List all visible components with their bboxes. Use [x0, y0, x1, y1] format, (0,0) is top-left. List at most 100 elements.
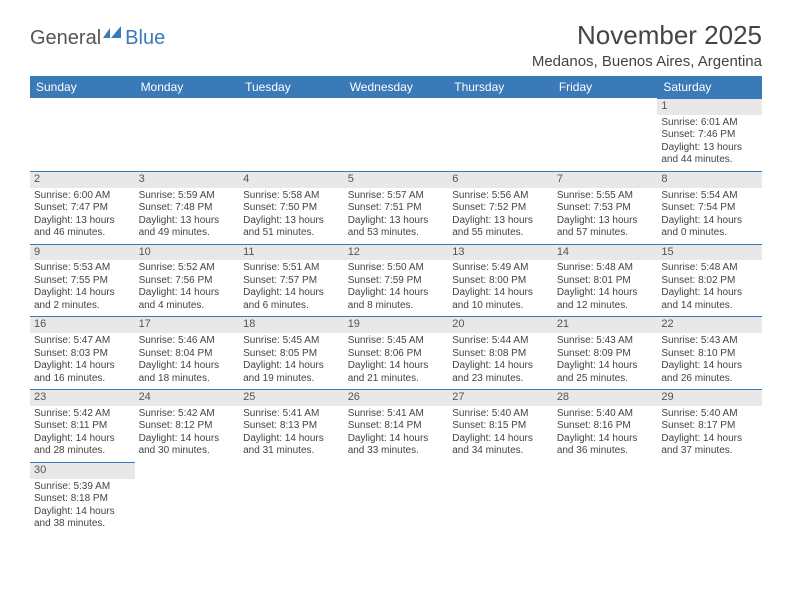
calendar-cell: 2Sunrise: 6:00 AMSunset: 7:47 PMDaylight…	[30, 171, 135, 244]
day-number: 25	[239, 389, 344, 406]
sunset-text: Sunset: 8:04 PM	[139, 348, 236, 361]
calendar-cell	[344, 98, 449, 171]
daylight-text: Daylight: 14 hours	[452, 287, 549, 300]
day-number: 28	[553, 389, 658, 406]
month-title: November 2025	[532, 20, 762, 51]
sunset-text: Sunset: 7:52 PM	[452, 202, 549, 215]
sunset-text: Sunset: 8:14 PM	[348, 420, 445, 433]
calendar-cell: 11Sunrise: 5:51 AMSunset: 7:57 PMDayligh…	[239, 244, 344, 317]
sunset-text: Sunset: 8:09 PM	[557, 348, 654, 361]
sunset-text: Sunset: 7:54 PM	[661, 202, 758, 215]
sunset-text: Sunset: 8:02 PM	[661, 275, 758, 288]
brand-logo: General Blue	[30, 20, 165, 50]
daylight-text: Daylight: 14 hours	[661, 433, 758, 446]
calendar-cell: 30Sunrise: 5:39 AMSunset: 8:18 PMDayligh…	[30, 462, 135, 535]
calendar-cell	[30, 98, 135, 171]
daylight-text: and 21 minutes.	[348, 373, 445, 386]
flag-icon	[103, 26, 125, 40]
day-number: 1	[657, 98, 762, 115]
sunrise-text: Sunrise: 5:47 AM	[34, 335, 131, 348]
sunrise-text: Sunrise: 5:42 AM	[139, 408, 236, 421]
calendar-cell: 9Sunrise: 5:53 AMSunset: 7:55 PMDaylight…	[30, 244, 135, 317]
daylight-text: and 12 minutes.	[557, 300, 654, 313]
calendar-cell: 19Sunrise: 5:45 AMSunset: 8:06 PMDayligh…	[344, 316, 449, 389]
calendar-cell: 10Sunrise: 5:52 AMSunset: 7:56 PMDayligh…	[135, 244, 240, 317]
calendar-cell: 17Sunrise: 5:46 AMSunset: 8:04 PMDayligh…	[135, 316, 240, 389]
day-number: 11	[239, 244, 344, 261]
sunset-text: Sunset: 7:51 PM	[348, 202, 445, 215]
day-number: 7	[553, 171, 658, 188]
daylight-text: Daylight: 14 hours	[243, 360, 340, 373]
daylight-text: and 51 minutes.	[243, 227, 340, 240]
calendar-cell: 14Sunrise: 5:48 AMSunset: 8:01 PMDayligh…	[553, 244, 658, 317]
sunrise-text: Sunrise: 5:44 AM	[452, 335, 549, 348]
sunset-text: Sunset: 7:46 PM	[661, 129, 758, 142]
day-body: Sunrise: 5:41 AMSunset: 8:14 PMDaylight:…	[344, 406, 449, 462]
daylight-text: and 57 minutes.	[557, 227, 654, 240]
day-number: 6	[448, 171, 553, 188]
day-number: 27	[448, 389, 553, 406]
sunset-text: Sunset: 8:08 PM	[452, 348, 549, 361]
day-number: 10	[135, 244, 240, 261]
sunrise-text: Sunrise: 5:42 AM	[34, 408, 131, 421]
day-header: Tuesday	[239, 76, 344, 98]
calendar-cell: 24Sunrise: 5:42 AMSunset: 8:12 PMDayligh…	[135, 389, 240, 462]
day-body: Sunrise: 5:43 AMSunset: 8:09 PMDaylight:…	[553, 333, 658, 389]
daylight-text: Daylight: 14 hours	[661, 215, 758, 228]
day-body: Sunrise: 5:53 AMSunset: 7:55 PMDaylight:…	[30, 260, 135, 316]
day-number: 30	[30, 462, 135, 479]
day-body: Sunrise: 5:40 AMSunset: 8:15 PMDaylight:…	[448, 406, 553, 462]
daylight-text: and 44 minutes.	[661, 154, 758, 167]
day-number: 15	[657, 244, 762, 261]
sunrise-text: Sunrise: 5:45 AM	[348, 335, 445, 348]
daylight-text: Daylight: 14 hours	[348, 360, 445, 373]
daylight-text: Daylight: 14 hours	[557, 360, 654, 373]
calendar-cell: 23Sunrise: 5:42 AMSunset: 8:11 PMDayligh…	[30, 389, 135, 462]
daylight-text: and 49 minutes.	[139, 227, 236, 240]
daylight-text: and 36 minutes.	[557, 445, 654, 458]
sunrise-text: Sunrise: 5:48 AM	[661, 262, 758, 275]
calendar-cell	[657, 462, 762, 535]
sunset-text: Sunset: 7:50 PM	[243, 202, 340, 215]
daylight-text: Daylight: 14 hours	[557, 433, 654, 446]
daylight-text: and 19 minutes.	[243, 373, 340, 386]
calendar-cell: 7Sunrise: 5:55 AMSunset: 7:53 PMDaylight…	[553, 171, 658, 244]
day-body: Sunrise: 5:48 AMSunset: 8:02 PMDaylight:…	[657, 260, 762, 316]
calendar-cell	[135, 98, 240, 171]
daylight-text: and 46 minutes.	[34, 227, 131, 240]
daylight-text: Daylight: 14 hours	[34, 506, 131, 519]
calendar-cell	[239, 98, 344, 171]
day-header: Saturday	[657, 76, 762, 98]
day-body: Sunrise: 5:48 AMSunset: 8:01 PMDaylight:…	[553, 260, 658, 316]
daylight-text: Daylight: 14 hours	[661, 360, 758, 373]
daylight-text: Daylight: 13 hours	[557, 215, 654, 228]
day-body: Sunrise: 5:43 AMSunset: 8:10 PMDaylight:…	[657, 333, 762, 389]
calendar-week: 30Sunrise: 5:39 AMSunset: 8:18 PMDayligh…	[30, 462, 762, 535]
day-number: 24	[135, 389, 240, 406]
day-body: Sunrise: 5:55 AMSunset: 7:53 PMDaylight:…	[553, 188, 658, 244]
day-body: Sunrise: 5:42 AMSunset: 8:12 PMDaylight:…	[135, 406, 240, 462]
calendar-cell: 5Sunrise: 5:57 AMSunset: 7:51 PMDaylight…	[344, 171, 449, 244]
day-body: Sunrise: 5:50 AMSunset: 7:59 PMDaylight:…	[344, 260, 449, 316]
daylight-text: and 26 minutes.	[661, 373, 758, 386]
day-number: 18	[239, 316, 344, 333]
sunset-text: Sunset: 8:10 PM	[661, 348, 758, 361]
daylight-text: Daylight: 14 hours	[243, 287, 340, 300]
sunrise-text: Sunrise: 5:49 AM	[452, 262, 549, 275]
sunrise-text: Sunrise: 5:53 AM	[34, 262, 131, 275]
calendar-cell: 3Sunrise: 5:59 AMSunset: 7:48 PMDaylight…	[135, 171, 240, 244]
day-header: Thursday	[448, 76, 553, 98]
sunset-text: Sunset: 8:03 PM	[34, 348, 131, 361]
daylight-text: and 10 minutes.	[452, 300, 549, 313]
sunrise-text: Sunrise: 5:52 AM	[139, 262, 236, 275]
daylight-text: Daylight: 14 hours	[348, 287, 445, 300]
calendar-week: 9Sunrise: 5:53 AMSunset: 7:55 PMDaylight…	[30, 244, 762, 317]
sunrise-text: Sunrise: 5:40 AM	[557, 408, 654, 421]
calendar-week: 1Sunrise: 6:01 AMSunset: 7:46 PMDaylight…	[30, 98, 762, 171]
day-number: 20	[448, 316, 553, 333]
day-header: Wednesday	[344, 76, 449, 98]
daylight-text: Daylight: 13 hours	[243, 215, 340, 228]
sunrise-text: Sunrise: 5:56 AM	[452, 190, 549, 203]
calendar-cell	[553, 462, 658, 535]
day-body: Sunrise: 5:59 AMSunset: 7:48 PMDaylight:…	[135, 188, 240, 244]
